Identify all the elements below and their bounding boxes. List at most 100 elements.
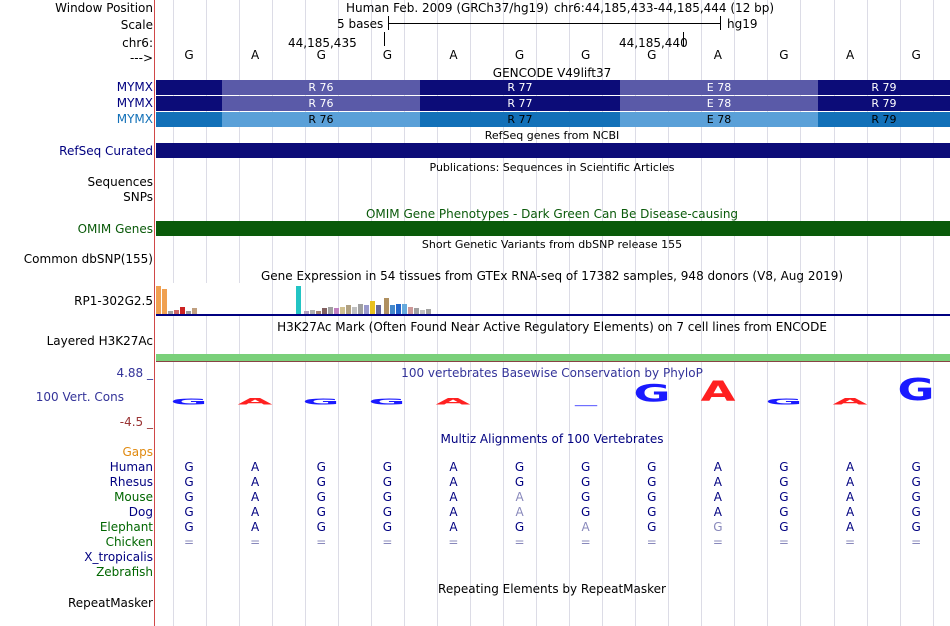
omim-gene-bar[interactable] — [156, 221, 950, 236]
base-letter: A — [449, 48, 458, 62]
codon-segment[interactable]: E 78 — [620, 112, 818, 127]
multiz-gaps-label: Gaps — [122, 445, 153, 459]
species-label[interactable]: Rhesus — [109, 475, 153, 489]
species-label[interactable]: Dog — [128, 505, 153, 519]
repeatmasker-track-label[interactable]: RepeatMasker — [67, 596, 153, 610]
base-letter: G — [647, 48, 657, 62]
strand-label: ---> — [129, 51, 153, 65]
aligned-base: G — [647, 505, 657, 519]
gtex-track-title[interactable]: Gene Expression in 54 tissues from GTEx … — [260, 269, 844, 283]
omim-track-label[interactable]: OMIM Genes — [77, 222, 153, 236]
gencode-track-label-3[interactable]: MYMX — [116, 112, 153, 126]
gtex-tissue-bar[interactable] — [384, 298, 389, 314]
gtex-tissue-bar[interactable] — [414, 308, 419, 314]
gtex-tissue-bar[interactable] — [358, 304, 363, 314]
codon-segment[interactable]: E 78 — [620, 80, 818, 95]
gtex-tissue-bar[interactable] — [390, 305, 395, 314]
gtex-tissue-bar[interactable] — [352, 307, 357, 314]
aligned-base: = — [382, 535, 393, 549]
gtex-tissue-bar[interactable] — [192, 308, 197, 314]
gtex-tissue-bar[interactable] — [328, 307, 333, 314]
codon-segment[interactable]: R 77 — [420, 96, 620, 111]
codon-segment[interactable]: R 76 — [222, 80, 420, 95]
gencode-transcript-3[interactable]: R 76 R 77 E 78 R 79 — [156, 112, 950, 127]
codon-segment[interactable]: R 79 — [818, 96, 950, 111]
species-label[interactable]: Mouse — [114, 490, 153, 504]
gtex-tissue-bar[interactable] — [346, 305, 351, 314]
codon-segment[interactable] — [156, 112, 222, 127]
species-label[interactable]: Zebrafish — [96, 565, 153, 579]
aligned-base: G — [316, 505, 326, 519]
gtex-tissue-bar[interactable] — [370, 301, 375, 314]
gtex-tissue-bar[interactable] — [304, 311, 309, 314]
species-label[interactable]: Elephant — [99, 520, 153, 534]
gtex-tissue-bar[interactable] — [376, 305, 381, 314]
species-label[interactable]: Chicken — [105, 535, 153, 549]
aligned-base: G — [316, 460, 326, 474]
gtex-tissue-bar[interactable] — [296, 286, 301, 314]
gencode-transcript-1[interactable]: R 76 R 77 E 78 R 79 — [156, 80, 950, 95]
phylop-track-title[interactable]: 100 vertebrates Basewise Conservation by… — [401, 366, 703, 380]
h3k27ac-signal[interactable] — [156, 354, 950, 361]
codon-segment[interactable]: R 76 — [222, 112, 420, 127]
gtex-tissue-bar[interactable] — [168, 311, 173, 314]
codon-segment[interactable]: E 78 — [620, 96, 818, 111]
gencode-track-label-1[interactable]: MYMX — [116, 80, 153, 94]
gtex-tissue-bar[interactable] — [426, 309, 431, 314]
dbsnp-track-label[interactable]: Common dbSNP(155) — [23, 252, 153, 266]
refseq-track-label[interactable]: RefSeq Curated — [59, 144, 153, 158]
gtex-tissue-bar[interactable] — [408, 307, 413, 314]
phylop-letter: G — [302, 397, 340, 407]
gtex-expression-chart[interactable] — [156, 283, 950, 314]
publications-track-title[interactable]: Publications: Sequences in Scientific Ar… — [429, 161, 675, 174]
gtex-tissue-bar[interactable] — [334, 308, 339, 314]
gtex-tissue-bar[interactable] — [310, 310, 315, 314]
species-label[interactable]: X_tropicalis — [84, 550, 153, 564]
gtex-tissue-bar[interactable] — [396, 304, 401, 314]
codon-segment[interactable]: R 79 — [818, 112, 950, 127]
gtex-tissue-bar[interactable] — [162, 289, 167, 314]
aligned-base: G — [514, 460, 525, 474]
phylop-track-label[interactable]: 100 Vert. Cons — [35, 390, 124, 404]
window-coordinates[interactable]: chr6:44,185,433-44,185,444 (12 bp) — [554, 1, 775, 15]
gtex-tissue-bar[interactable] — [420, 310, 425, 314]
omim-track-title[interactable]: OMIM Gene Phenotypes - Dark Green Can Be… — [365, 207, 739, 221]
aligned-base: G — [779, 475, 789, 489]
gtex-tissue-bar[interactable] — [186, 311, 191, 314]
gtex-tissue-bar[interactable] — [402, 304, 407, 314]
gtex-tissue-bar[interactable] — [156, 286, 161, 314]
aligned-base: G — [316, 520, 326, 534]
gtex-tissue-bar[interactable] — [180, 307, 185, 314]
aligned-base: A — [251, 460, 260, 474]
gencode-track-title[interactable]: GENCODE V49lift37 — [492, 66, 612, 80]
publications-track-label[interactable]: Sequences — [87, 175, 153, 189]
repeatmasker-track-title[interactable]: Repeating Elements by RepeatMasker — [438, 582, 666, 596]
gencode-track-label-2[interactable]: MYMX — [116, 96, 153, 110]
position-tick-label-2: 44,185,440 — [619, 36, 688, 50]
refseq-gene-bar[interactable] — [156, 143, 950, 158]
h3k27ac-track-title[interactable]: H3K27Ac Mark (Often Found Near Active Re… — [277, 320, 827, 334]
gtex-tissue-bar[interactable] — [364, 305, 369, 314]
refseq-track-title[interactable]: RefSeq genes from NCBI — [484, 129, 620, 142]
h3k27ac-track-label[interactable]: Layered H3K27Ac — [46, 334, 153, 348]
chromosome-label: chr6: — [122, 36, 153, 50]
phylop-logo[interactable]: G A G G A _ G A G A G — [156, 376, 950, 406]
phylop-letter: A — [700, 375, 736, 408]
dbsnp-track-title[interactable]: Short Genetic Variants from dbSNP releas… — [421, 238, 683, 251]
codon-segment[interactable]: R 79 — [818, 80, 950, 95]
gtex-tissue-bar[interactable] — [340, 307, 345, 314]
gtex-track-label[interactable]: RP1-302G2.5 — [74, 294, 153, 308]
gtex-tissue-bar[interactable] — [322, 308, 327, 314]
species-label[interactable]: Human — [109, 460, 153, 474]
codon-segment[interactable]: R 77 — [420, 80, 620, 95]
codon-segment[interactable]: R 77 — [420, 112, 620, 127]
codon-segment[interactable]: R 76 — [222, 96, 420, 111]
phylop-letter: A — [436, 396, 471, 407]
codon-segment[interactable] — [156, 96, 222, 111]
snps-track-label[interactable]: SNPs — [123, 190, 153, 204]
codon-segment[interactable] — [156, 80, 222, 95]
multiz-track-title[interactable]: Multiz Alignments of 100 Vertebrates — [440, 432, 664, 446]
gencode-transcript-2[interactable]: R 76 R 77 E 78 R 79 — [156, 96, 950, 111]
gtex-tissue-bar[interactable] — [174, 310, 179, 314]
gtex-tissue-bar[interactable] — [316, 311, 321, 314]
